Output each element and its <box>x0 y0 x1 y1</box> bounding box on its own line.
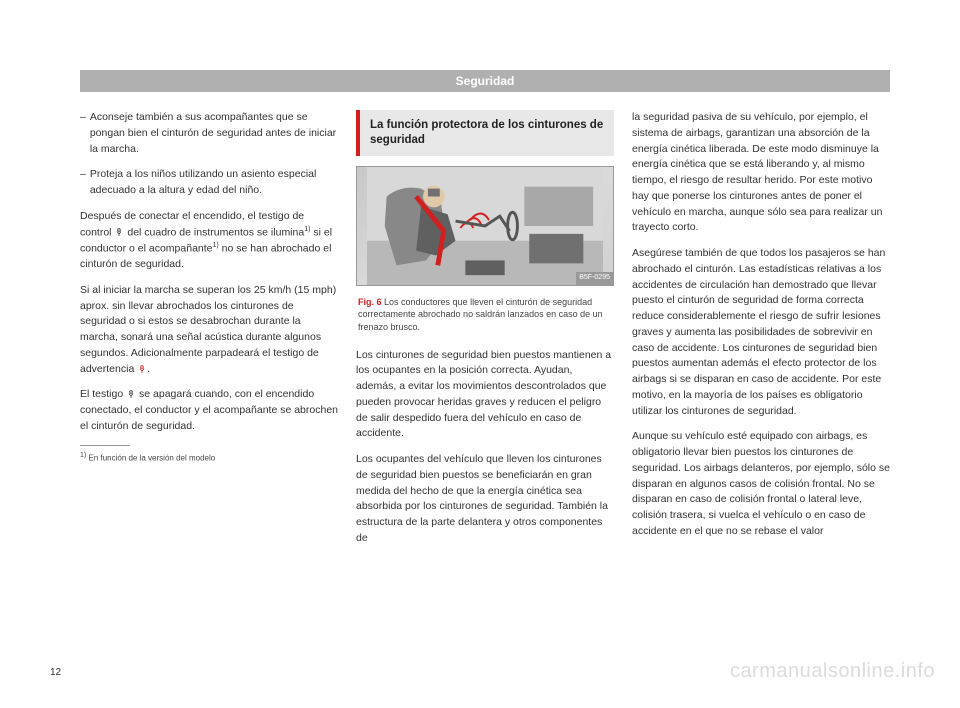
figure-number: Fig. 6 <box>358 297 382 307</box>
content-columns: – Aconseje también a sus acompañantes qu… <box>80 110 890 557</box>
column-2: La función protectora de los cinturones … <box>356 110 614 557</box>
column-3: la seguridad pasiva de su vehículo, por … <box>632 110 890 557</box>
paragraph: El testigo se apagará cuando, con el enc… <box>80 387 338 434</box>
bullet-dash: – <box>80 167 86 199</box>
paragraph: Los cinturones de seguridad bien puestos… <box>356 348 614 443</box>
bullet-dash: – <box>80 110 86 157</box>
footnote-separator <box>80 445 130 446</box>
paragraph: Asegúrese también de que todos los pasaj… <box>632 246 890 419</box>
seatbelt-warning-icon <box>114 227 124 237</box>
seatbelt-illustration <box>357 167 613 285</box>
watermark: carmanualsonline.info <box>730 660 935 683</box>
paragraph: Si al iniciar la marcha se superan los 2… <box>80 283 338 378</box>
seatbelt-warning-icon-red <box>137 364 147 374</box>
page-number: 12 <box>50 667 61 678</box>
seatbelt-warning-icon <box>126 389 136 399</box>
bullet-item: – Aconseje también a sus acompañantes qu… <box>80 110 338 157</box>
figure-image: B5F-0295 <box>356 166 614 286</box>
paragraph: Después de conectar el encendido, el tes… <box>80 209 338 273</box>
bullet-item: – Proteja a los niños utilizando un asie… <box>80 167 338 199</box>
bullet-text: Proteja a los niños utilizando un asient… <box>90 167 338 199</box>
paragraph: Los ocupantes del vehículo que lleven lo… <box>356 452 614 547</box>
figure-reference-label: B5F-0295 <box>576 272 613 285</box>
section-header: Seguridad <box>80 70 890 92</box>
paragraph: la seguridad pasiva de su vehículo, por … <box>632 110 890 236</box>
subsection-heading: La función protectora de los cinturones … <box>356 110 614 156</box>
bullet-text: Aconseje también a sus acompañantes que … <box>90 110 338 157</box>
footnote: 1) En función de la versión del modelo <box>80 451 338 465</box>
figure: B5F-0295 <box>356 166 614 286</box>
figure-caption: Fig. 6 Los conductores que lleven el cin… <box>356 296 614 334</box>
column-1: – Aconseje también a sus acompañantes qu… <box>80 110 338 557</box>
page-container: Seguridad – Aconseje también a sus acomp… <box>0 0 960 708</box>
paragraph: Aunque su vehículo esté equipado con air… <box>632 429 890 539</box>
